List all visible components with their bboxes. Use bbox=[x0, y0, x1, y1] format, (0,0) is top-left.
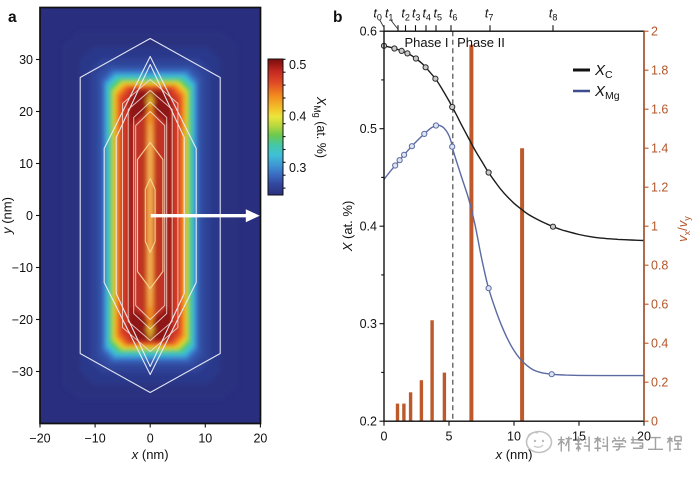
svg-text:0.6: 0.6 bbox=[651, 298, 668, 312]
svg-text:0.5: 0.5 bbox=[289, 58, 306, 72]
svg-text:1: 1 bbox=[651, 220, 658, 234]
svg-text:0.4: 0.4 bbox=[651, 337, 668, 351]
svg-text:−10: −10 bbox=[12, 261, 33, 275]
svg-text:a: a bbox=[8, 9, 17, 26]
svg-text:X (at. %): X (at. %) bbox=[340, 201, 355, 253]
svg-text:t1: t1 bbox=[385, 7, 394, 23]
svg-text:t7: t7 bbox=[485, 7, 494, 23]
svg-text:0: 0 bbox=[651, 415, 658, 429]
svg-text:1.4: 1.4 bbox=[651, 142, 668, 156]
svg-text:−20: −20 bbox=[29, 432, 50, 446]
svg-text:10: 10 bbox=[507, 430, 521, 444]
svg-text:0.2: 0.2 bbox=[360, 415, 377, 429]
svg-text:XMg: XMg bbox=[594, 83, 620, 102]
svg-text:0.4: 0.4 bbox=[360, 220, 377, 234]
svg-text:t2: t2 bbox=[401, 7, 410, 23]
svg-text:0.2: 0.2 bbox=[651, 376, 668, 390]
svg-text:Phase I: Phase I bbox=[404, 35, 448, 50]
svg-text:20: 20 bbox=[253, 432, 267, 446]
svg-text:1.6: 1.6 bbox=[651, 103, 668, 117]
svg-text:x (nm): x (nm) bbox=[495, 447, 533, 462]
svg-text:t4: t4 bbox=[422, 7, 431, 23]
svg-text:−10: −10 bbox=[84, 432, 105, 446]
svg-text:5: 5 bbox=[446, 430, 453, 444]
svg-text:0.3: 0.3 bbox=[289, 161, 306, 175]
svg-text:t3: t3 bbox=[412, 7, 421, 23]
svg-text:t0: t0 bbox=[373, 7, 382, 23]
svg-text:0.5: 0.5 bbox=[360, 122, 377, 136]
svg-text:t5: t5 bbox=[434, 7, 443, 23]
svg-text:20: 20 bbox=[637, 430, 651, 444]
svg-text:30: 30 bbox=[19, 53, 33, 67]
svg-text:0: 0 bbox=[26, 209, 33, 223]
svg-text:t8: t8 bbox=[549, 7, 558, 23]
svg-text:−20: −20 bbox=[12, 313, 33, 327]
svg-text:b: b bbox=[333, 9, 342, 26]
svg-text:0: 0 bbox=[147, 432, 154, 446]
svg-text:XC: XC bbox=[594, 62, 613, 81]
svg-text:0.3: 0.3 bbox=[360, 317, 377, 331]
svg-text:20: 20 bbox=[19, 105, 33, 119]
svg-text:0.4: 0.4 bbox=[289, 109, 306, 123]
svg-text:−30: −30 bbox=[12, 365, 33, 379]
svg-text:1.8: 1.8 bbox=[651, 64, 668, 78]
svg-text:10: 10 bbox=[19, 157, 33, 171]
svg-text:y (nm): y (nm) bbox=[0, 197, 15, 235]
svg-text:10: 10 bbox=[198, 432, 212, 446]
svg-text:XMg (at. %): XMg (at. %) bbox=[312, 96, 328, 158]
svg-text:0.8: 0.8 bbox=[651, 259, 668, 273]
svg-text:t6: t6 bbox=[449, 7, 458, 23]
svg-text:0.6: 0.6 bbox=[360, 25, 377, 39]
svg-text:0: 0 bbox=[381, 430, 388, 444]
svg-text:x (nm): x (nm) bbox=[131, 447, 169, 462]
svg-text:2: 2 bbox=[651, 25, 658, 39]
svg-text:Phase II: Phase II bbox=[457, 35, 505, 50]
svg-text:1.2: 1.2 bbox=[651, 181, 668, 195]
